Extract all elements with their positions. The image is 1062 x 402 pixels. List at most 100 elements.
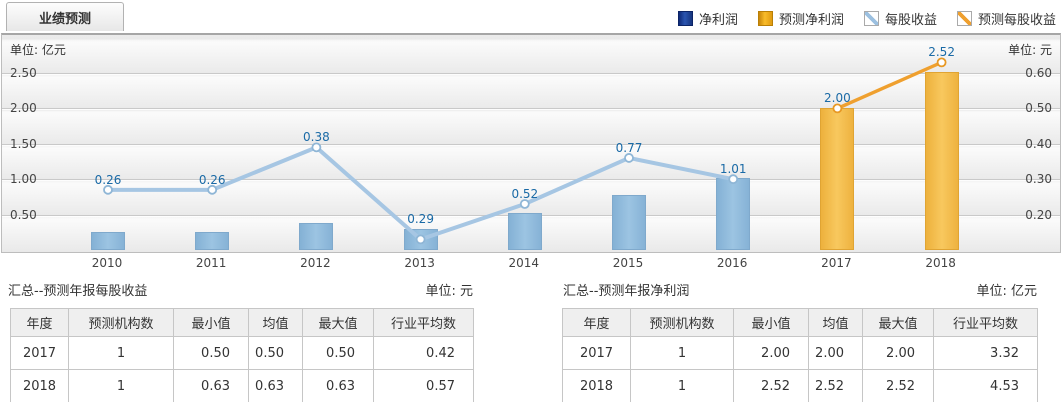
legend-item-3[interactable]: 预测每股收益 (956, 9, 1056, 28)
legend-square-swatch-icon (677, 11, 693, 26)
legend-item-1[interactable]: 预测净利润 (757, 9, 844, 28)
table-cell: 1 (68, 336, 174, 370)
x-axis-year-labels: 2010 2011 2012 2013 2014 2015 2016 2017 2018 (1, 256, 1059, 274)
bar-净利润-2015 (612, 195, 646, 250)
year-label-2014: 2014 (508, 256, 540, 270)
line-marker (311, 142, 322, 153)
year-label-2017: 2017 (821, 256, 852, 270)
eps-forecast-table: 年度 预测机构数 最小值 均值 最大值 行业平均数 2017 1 0.50 0.50 0.50 0.4… (10, 308, 474, 402)
chart-plot-area: 单位: 亿元 单位: 元 0.50 0.20 1.00 0.30 1.50 0.40 2.0… (1, 33, 1061, 253)
table-cell: 0.57 (373, 369, 474, 402)
right-axis-tick: 0.20 (1025, 207, 1052, 222)
table-title-eps: 汇总--预测年报每股收益 单位: 元 (8, 280, 473, 299)
bar-净利润-2012 (299, 223, 334, 250)
netprofit-forecast-table: 年度 预测机构数 最小值 均值 最大值 行业平均数 2017 1 2.00 2.00 2.00 3.3… (562, 308, 1038, 402)
table-header-cell: 年度 (562, 308, 631, 337)
netprofit-table-title: 汇总--预测年报净利润 (563, 284, 690, 299)
legend-item-0[interactable]: 净利润 (677, 9, 738, 28)
table-header-cell: 均值 (808, 308, 863, 337)
line-marker (728, 174, 739, 185)
eps-table-unit: 单位: 元 (425, 284, 473, 299)
legend-item-2[interactable]: 每股收益 (863, 9, 937, 28)
left-axis-tick: 1.00 (10, 172, 37, 187)
right-axis-tick: 0.40 (1025, 136, 1052, 151)
bar-value-label: 0.26 (94, 172, 122, 187)
table-cell: 2.52 (733, 369, 809, 402)
bar-value-label: 0.26 (198, 172, 226, 187)
table-cell: 0.63 (302, 369, 374, 402)
right-axis-unit: 单位: 元 (1008, 43, 1052, 57)
eps-table-title: 汇总--预测年报每股收益 (8, 284, 148, 299)
gridline (2, 143, 1060, 145)
table-row: 2018 1 0.63 0.63 0.63 0.57 (10, 369, 474, 402)
table-cell: 2.52 (862, 369, 934, 402)
legend-label: 预测净利润 (778, 13, 844, 28)
year-label-2013: 2013 (404, 256, 435, 270)
eps-lines-layer (103, 57, 947, 245)
table-header-cell: 均值 (248, 308, 303, 337)
gridline (2, 108, 1060, 110)
netprofit-table-unit: 单位: 亿元 (976, 284, 1037, 299)
bar-value-label: 2.00 (824, 91, 851, 106)
table-cell: 3.32 (933, 336, 1038, 370)
line-marker (415, 234, 426, 245)
table-cell: 2.52 (808, 369, 863, 402)
table-cell: 2.00 (862, 336, 934, 370)
left-axis-tick: 0.50 (10, 207, 37, 222)
table-cell: 0.50 (173, 336, 249, 370)
legend-square-swatch-icon (757, 11, 773, 26)
gridline (2, 73, 1060, 74)
legend-label: 每股收益 (884, 13, 937, 28)
table-cell: 2017 (10, 336, 69, 370)
table-header-cell: 最大值 (302, 308, 374, 337)
table-header-cell: 行业平均数 (933, 308, 1038, 337)
bar-value-label: 2.52 (928, 45, 955, 60)
left-axis-tick: 1.50 (10, 136, 37, 151)
legend-line-swatch-icon (863, 11, 879, 26)
year-label-2016: 2016 (716, 256, 748, 270)
bar-value-label: 0.77 (615, 140, 643, 155)
bar-value-label: 0.52 (511, 186, 539, 201)
line-预测每股收益 (836, 60, 943, 110)
table-cell: 0.42 (373, 336, 474, 370)
bar-净利润-2010 (91, 231, 125, 250)
bar-预测净利润-2017 (820, 108, 855, 250)
tab-performance-forecast[interactable]: 业绩预测 (6, 2, 124, 31)
table-cell: 2018 (562, 369, 631, 402)
line-marker (519, 199, 530, 209)
legend-label: 净利润 (698, 13, 738, 28)
table-header-cell: 年度 (10, 308, 69, 337)
right-axis-tick: 0.50 (1025, 101, 1052, 116)
gridline (2, 179, 1060, 181)
year-label-2011: 2011 (195, 256, 227, 270)
table-row: 2017 1 0.50 0.50 0.50 0.42 (10, 336, 474, 370)
table-cell: 0.50 (302, 336, 374, 370)
line-marker (624, 153, 634, 163)
bar-净利润-2011 (195, 231, 230, 250)
year-label-2015: 2015 (612, 256, 644, 270)
year-label-2010: 2010 (91, 256, 123, 270)
table-cell: 1 (630, 336, 734, 370)
table-cell: 1 (68, 369, 174, 402)
table-title-netprofit: 汇总--预测年报净利润 单位: 亿元 (563, 280, 1037, 299)
table-row: 2018 1 2.52 2.52 2.52 4.53 (562, 369, 1038, 402)
line-marker (207, 184, 218, 195)
bar-净利润-2014 (507, 213, 542, 250)
year-label-2012: 2012 (300, 256, 331, 270)
bar-预测净利润-2018 (924, 71, 959, 250)
table-cell: 0.63 (173, 369, 249, 402)
bar-value-label: 1.01 (719, 161, 747, 176)
table-header-cell: 最大值 (862, 308, 934, 337)
legend-line-swatch-icon (956, 11, 972, 26)
right-axis-tick: 0.60 (1025, 66, 1052, 80)
bar-value-label: 0.29 (407, 212, 434, 227)
left-axis-tick: 2.50 (10, 66, 37, 80)
table-header-cell: 行业平均数 (373, 308, 474, 337)
left-axis-unit: 单位: 亿元 (10, 43, 66, 57)
table-cell: 0.63 (248, 369, 303, 402)
table-cell: 2017 (562, 336, 631, 370)
chart-legend: 净利润 预测净利润 每股收益 预测每股收益 (677, 9, 1056, 28)
tab-label: 业绩预测 (38, 11, 91, 27)
line-marker (936, 57, 947, 68)
table-header-cell: 预测机构数 (68, 308, 174, 337)
